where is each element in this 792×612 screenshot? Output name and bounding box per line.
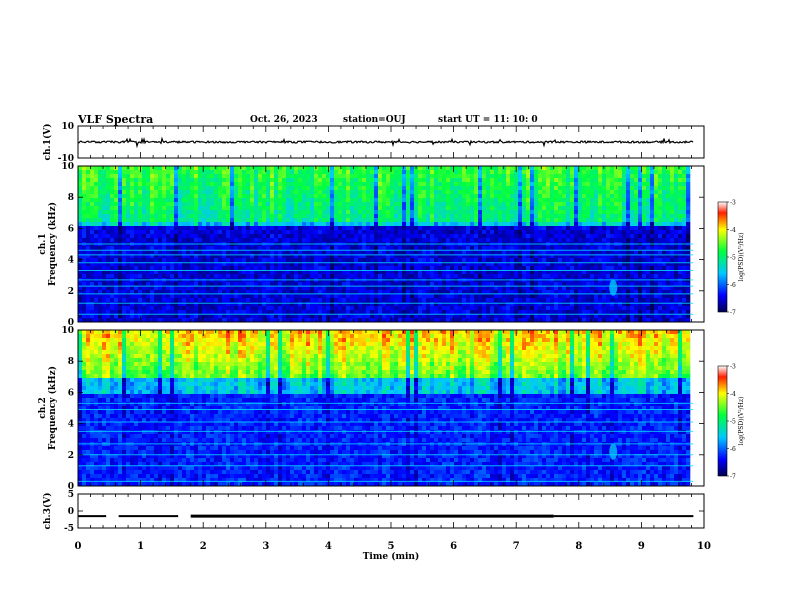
ch2-spectrogram: [78, 330, 704, 487]
y-tick-label: 10: [61, 326, 74, 336]
ch2-spectrogram-colorbar: -3 -4 -5 -6 -7 log(PSD)(V²/Hz): [717, 364, 745, 481]
colorbar-tick-label: -6: [730, 446, 736, 453]
x-tick-label: 4: [325, 541, 332, 552]
panels-layer: [77, 136, 704, 518]
y-tick-label: 0: [68, 318, 74, 328]
x-tick-label: 1: [137, 541, 144, 552]
colorbar-label: log(PSD)(V²/Hz): [738, 233, 745, 282]
colorbar-tick-label: -4: [730, 391, 736, 398]
y-tick-label: 6: [68, 388, 74, 398]
y-tick-label: 4: [68, 256, 74, 266]
ch1-spectrogram: [78, 166, 704, 323]
y-tick-label: 10: [61, 122, 74, 132]
y-axis-label: ch.3(V): [42, 493, 53, 530]
y-tick-label: -10: [58, 154, 74, 164]
x-axis-label: Time (min): [363, 551, 420, 562]
colorbar-tick-label: -7: [730, 474, 736, 481]
colorbar-label: log(PSD)(V²/Hz): [738, 397, 745, 446]
ch1-spectrogram-colorbar: -3 -4 -5 -6 -7 log(PSD)(V²/Hz): [717, 200, 745, 317]
x-tick-label: 5: [388, 541, 395, 552]
x-tick-label: 10: [697, 541, 711, 552]
colorbar-tick-label: -3: [730, 364, 736, 371]
y-tick-label: 10: [61, 162, 74, 172]
x-tick-label: 3: [262, 541, 269, 552]
y-tick-label: 8: [68, 357, 74, 367]
colorbar-tick-label: -7: [730, 310, 736, 317]
x-tick-label: 2: [200, 541, 207, 552]
y-axis-label: ch.2: [38, 397, 48, 418]
x-tick-label: 0: [75, 541, 82, 552]
y-axis-label: ch.1: [38, 233, 48, 254]
y-tick-label: 0: [68, 482, 74, 492]
colorbar-tick-label: -5: [730, 255, 736, 262]
colorbar-tick-label: -6: [730, 282, 736, 289]
colorbar-tick-label: -3: [730, 200, 736, 207]
y-axis-label: Frequency (kHz): [47, 202, 58, 286]
y-tick-label: 5: [68, 490, 74, 500]
date-label: Oct. 26, 2023: [250, 115, 318, 125]
y-tick-label: -5: [64, 524, 74, 534]
y-tick-label: 0: [68, 507, 74, 517]
y-axis-label: ch.1(V): [42, 124, 53, 161]
y-tick-label: 8: [68, 193, 74, 203]
y-tick-label: 2: [68, 451, 74, 461]
y-tick-label: 6: [68, 224, 74, 234]
start-time-label: start UT = 11: 10: 0: [438, 115, 538, 125]
colorbar-tick-label: -5: [730, 419, 736, 426]
station-label: station=OUJ: [343, 115, 406, 125]
ch1-waveform: [77, 136, 694, 149]
y-tick-label: 2: [68, 287, 74, 297]
y-tick-label: 4: [68, 420, 74, 430]
y-axis-label: Frequency (kHz): [47, 366, 58, 450]
x-tick-label: 7: [513, 541, 520, 552]
x-tick-label: 9: [638, 541, 645, 552]
x-tick-label: 8: [575, 541, 582, 552]
colorbar-tick-label: -4: [730, 227, 736, 234]
chart-title: VLF Spectra: [78, 113, 154, 126]
x-tick-label: 6: [450, 541, 457, 552]
